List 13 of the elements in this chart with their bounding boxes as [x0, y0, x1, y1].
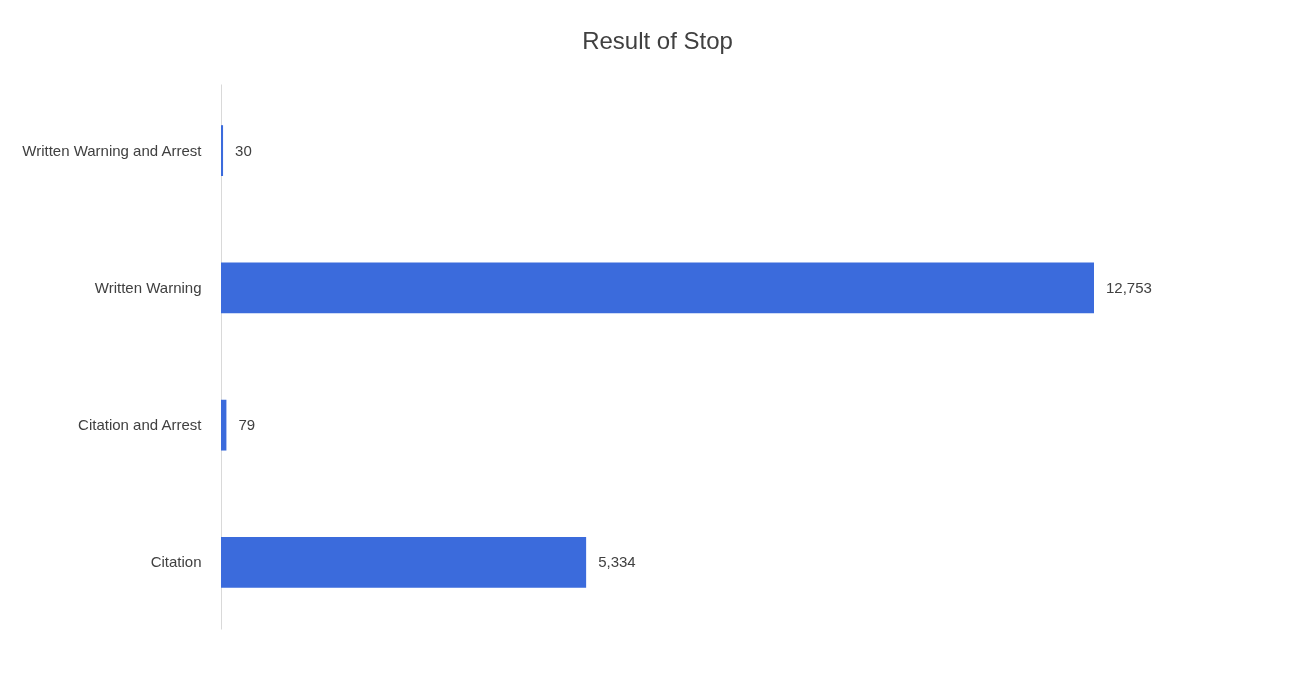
data-label: 79 — [238, 416, 256, 434]
y-tick-label: Written Warning and Arrest — [22, 141, 203, 159]
y-tick-label: Citation — [150, 553, 202, 571]
data-label: 5,334 — [598, 553, 636, 571]
bar — [221, 537, 587, 588]
data-label: 12,753 — [1106, 278, 1152, 296]
bar — [221, 125, 224, 176]
y-tick-label: Citation and Arrest — [78, 416, 203, 434]
data-label: 30 — [235, 141, 252, 159]
bar — [221, 399, 227, 451]
y-tick-label: Written Warning — [94, 278, 202, 296]
bar — [221, 262, 1094, 314]
chart-title: Result of Stop — [582, 27, 733, 54]
